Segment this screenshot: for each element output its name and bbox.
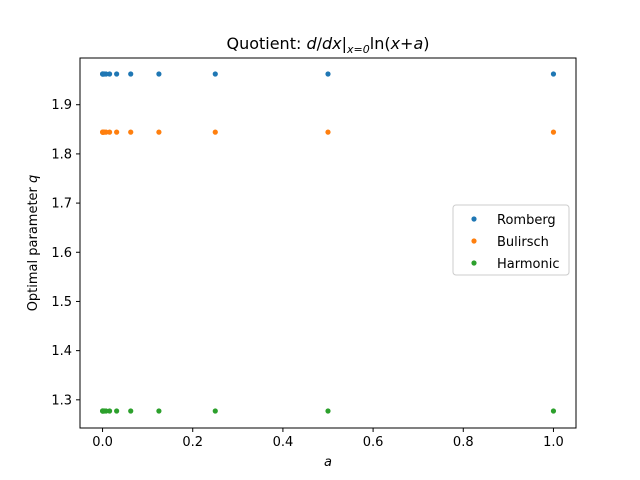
data-point-harmonic bbox=[156, 408, 162, 414]
x-axis-label: a bbox=[324, 455, 332, 470]
data-point-harmonic bbox=[128, 408, 134, 414]
data-point-romberg bbox=[100, 71, 106, 77]
legend-marker-harmonic bbox=[471, 260, 477, 266]
data-point-romberg bbox=[114, 71, 120, 77]
title-bar: | bbox=[342, 34, 347, 53]
data-point-bulirsch bbox=[100, 129, 106, 135]
x-tick-label: 0.4 bbox=[273, 435, 294, 450]
y-tick-label: 1.6 bbox=[51, 246, 72, 261]
y-tick-label: 1.3 bbox=[51, 393, 72, 408]
x-tick-label: 0.0 bbox=[92, 435, 113, 450]
data-point-bulirsch bbox=[325, 129, 331, 135]
data-point-harmonic bbox=[100, 408, 106, 414]
title-prefix: Quotient: bbox=[226, 34, 306, 53]
data-point-romberg bbox=[128, 71, 134, 77]
data-points bbox=[100, 71, 557, 414]
legend-items: Romberg Bulirsch Harmonic bbox=[471, 213, 559, 272]
x-axis-ticks: 0.0 0.2 0.4 0.6 0.8 1.0 bbox=[92, 428, 564, 450]
x-tick-label: 0.6 bbox=[363, 435, 384, 450]
y-axis-label-var: q bbox=[26, 175, 41, 183]
data-point-romberg bbox=[156, 71, 162, 77]
data-point-bulirsch bbox=[128, 129, 134, 135]
title-fn: ln( bbox=[370, 34, 391, 53]
legend-marker-romberg bbox=[471, 216, 477, 222]
plot-area-frame bbox=[79, 57, 577, 429]
legend-label-romberg: Romberg bbox=[497, 213, 556, 228]
y-axis-label: Optimal parameter q bbox=[26, 175, 41, 312]
x-tick-label: 1.0 bbox=[543, 435, 564, 450]
title-a: a bbox=[413, 34, 423, 53]
title-d2: dx bbox=[322, 34, 342, 53]
data-point-bulirsch bbox=[550, 129, 557, 135]
title-d1: d bbox=[306, 34, 317, 53]
data-point-harmonic bbox=[325, 408, 331, 414]
title-x: x bbox=[390, 34, 401, 53]
title-close: ) bbox=[423, 34, 429, 53]
x-tick-label: 0.8 bbox=[453, 435, 474, 450]
legend-marker-bulirsch bbox=[471, 238, 477, 244]
legend-label-harmonic: Harmonic bbox=[497, 257, 559, 272]
data-point-romberg bbox=[325, 71, 331, 77]
data-point-bulirsch bbox=[156, 129, 162, 135]
y-tick-label: 1.4 bbox=[51, 344, 72, 359]
y-tick-label: 1.9 bbox=[51, 98, 72, 113]
y-tick-label: 1.5 bbox=[51, 295, 72, 310]
legend: Romberg Bulirsch Harmonic bbox=[452, 204, 570, 276]
title-subscript: x=0 bbox=[346, 43, 370, 56]
data-point-romberg bbox=[550, 71, 557, 77]
title-slash: / bbox=[317, 34, 323, 53]
chart-title: Quotient: d/dx|x=0ln(x+a) bbox=[226, 34, 429, 56]
data-point-bulirsch bbox=[114, 129, 120, 135]
title-plus: + bbox=[400, 34, 413, 53]
data-point-romberg bbox=[212, 71, 218, 77]
y-axis-ticks: 1.3 1.4 1.5 1.6 1.7 1.8 1.9 bbox=[51, 98, 80, 408]
data-point-bulirsch bbox=[212, 129, 218, 135]
legend-label-bulirsch: Bulirsch bbox=[497, 235, 549, 250]
data-point-harmonic bbox=[550, 408, 557, 414]
y-tick-label: 1.8 bbox=[51, 147, 72, 162]
legend-box bbox=[452, 204, 570, 276]
y-tick-label: 1.7 bbox=[51, 197, 72, 212]
data-point-harmonic bbox=[212, 408, 218, 414]
y-axis-label-text: Optimal parameter bbox=[26, 183, 41, 311]
data-point-harmonic bbox=[114, 408, 120, 414]
x-tick-label: 0.2 bbox=[182, 435, 203, 450]
